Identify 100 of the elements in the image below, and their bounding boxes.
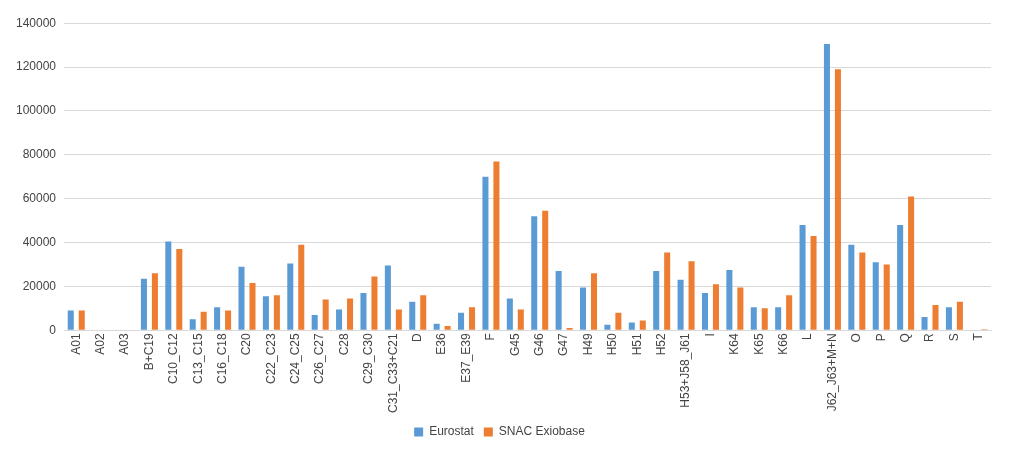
x-tick-label: I	[702, 333, 717, 337]
x-tick-label: E36	[434, 332, 449, 355]
x-tick-label: A02	[92, 332, 107, 355]
bar	[810, 235, 817, 330]
bar	[786, 295, 793, 330]
x-tick-label: B+C19	[141, 332, 156, 371]
bar	[493, 161, 500, 330]
x-tick-label: O	[849, 333, 864, 343]
bar	[945, 307, 952, 330]
bar	[872, 262, 879, 330]
bar	[761, 308, 768, 330]
legend-label: Eurostat	[429, 424, 475, 439]
x-tick-label: G45	[507, 332, 522, 356]
bar	[823, 44, 830, 330]
bar	[371, 276, 378, 330]
bar	[395, 309, 402, 330]
x-tick-label: C10_C12	[166, 332, 181, 384]
bar	[165, 241, 172, 330]
legend-label: SNAC Exiobase	[498, 424, 586, 439]
x-tick-label: H50	[605, 332, 620, 356]
bar	[176, 249, 183, 330]
x-tick-label: F	[483, 333, 498, 341]
bar	[542, 210, 549, 330]
x-tick-label: J62_J63+M+N	[824, 333, 839, 412]
bar	[273, 295, 280, 330]
bar	[262, 296, 269, 330]
bar	[249, 283, 256, 330]
bar	[604, 324, 611, 330]
x-tick-label: H49	[580, 332, 595, 356]
bar	[225, 310, 232, 330]
bar	[298, 244, 305, 330]
bar	[712, 284, 719, 330]
bar	[653, 271, 660, 330]
bar	[433, 323, 440, 330]
x-tick-label: P	[873, 333, 888, 342]
x-tick-label: G46	[532, 332, 547, 356]
x-tick-label: S	[946, 333, 961, 342]
bar	[458, 312, 465, 330]
bar	[639, 320, 646, 330]
bar	[590, 273, 598, 330]
bar	[834, 69, 841, 330]
x-tick-label: C28	[336, 332, 351, 356]
bar	[67, 310, 74, 330]
x-tick-label: A03	[117, 332, 132, 355]
bar	[897, 224, 904, 330]
bar	[615, 312, 622, 330]
y-tick-label: 100000	[16, 103, 57, 118]
x-tick-label: Q	[897, 333, 912, 343]
bar	[322, 299, 329, 330]
bar	[444, 325, 451, 330]
bar	[737, 287, 744, 330]
bar	[151, 273, 158, 330]
y-tick-label: 0	[49, 322, 57, 337]
x-tick-label: C22_C23	[263, 332, 278, 384]
y-tick-label: 60000	[22, 190, 57, 205]
x-tick-label: H51	[629, 332, 644, 356]
x-tick-label: C26_C27	[312, 332, 327, 384]
x-tick-label: C16_C18	[214, 332, 229, 384]
y-tick-label: 140000	[16, 15, 57, 30]
x-tick-label: L	[800, 332, 815, 340]
bar	[420, 295, 427, 330]
bar	[531, 216, 538, 330]
bar	[799, 224, 806, 330]
bar	[580, 287, 587, 330]
bar	[384, 265, 391, 330]
x-tick-label: C13_C15	[190, 332, 205, 384]
x-tick-label: D	[410, 332, 425, 342]
bar	[311, 314, 318, 330]
bar	[908, 196, 915, 330]
x-tick-label: C24_C25	[288, 332, 303, 384]
bar	[189, 319, 196, 330]
bar	[848, 244, 855, 330]
bar	[775, 307, 782, 330]
bar	[677, 279, 684, 330]
x-tick-label: K65	[751, 332, 766, 355]
bar	[956, 301, 963, 330]
y-tick-label: 20000	[22, 278, 57, 293]
bar	[200, 311, 207, 330]
x-tick-label: C31_C33+C21	[385, 332, 400, 414]
bar	[409, 301, 416, 330]
bar	[78, 310, 85, 330]
x-tick-label: A01	[68, 332, 83, 355]
x-tick-label: C20	[239, 332, 254, 356]
x-tick-label: R	[922, 332, 937, 342]
y-tick-label: 80000	[22, 147, 57, 162]
bar	[469, 307, 476, 330]
y-tick-label: 120000	[16, 59, 57, 74]
bar	[859, 252, 866, 330]
x-tick-label: E37_E39	[458, 332, 473, 383]
bar	[238, 266, 245, 330]
bar	[701, 292, 708, 330]
x-tick-label: G47	[556, 332, 571, 356]
x-tick-label: H52	[654, 332, 668, 356]
x-tick-label: K64	[727, 332, 742, 355]
y-tick-label: 40000	[22, 234, 57, 249]
bar	[140, 278, 147, 330]
x-tick-label: T	[971, 332, 986, 341]
bar	[932, 305, 939, 330]
bar	[726, 269, 733, 330]
bar	[883, 264, 890, 330]
